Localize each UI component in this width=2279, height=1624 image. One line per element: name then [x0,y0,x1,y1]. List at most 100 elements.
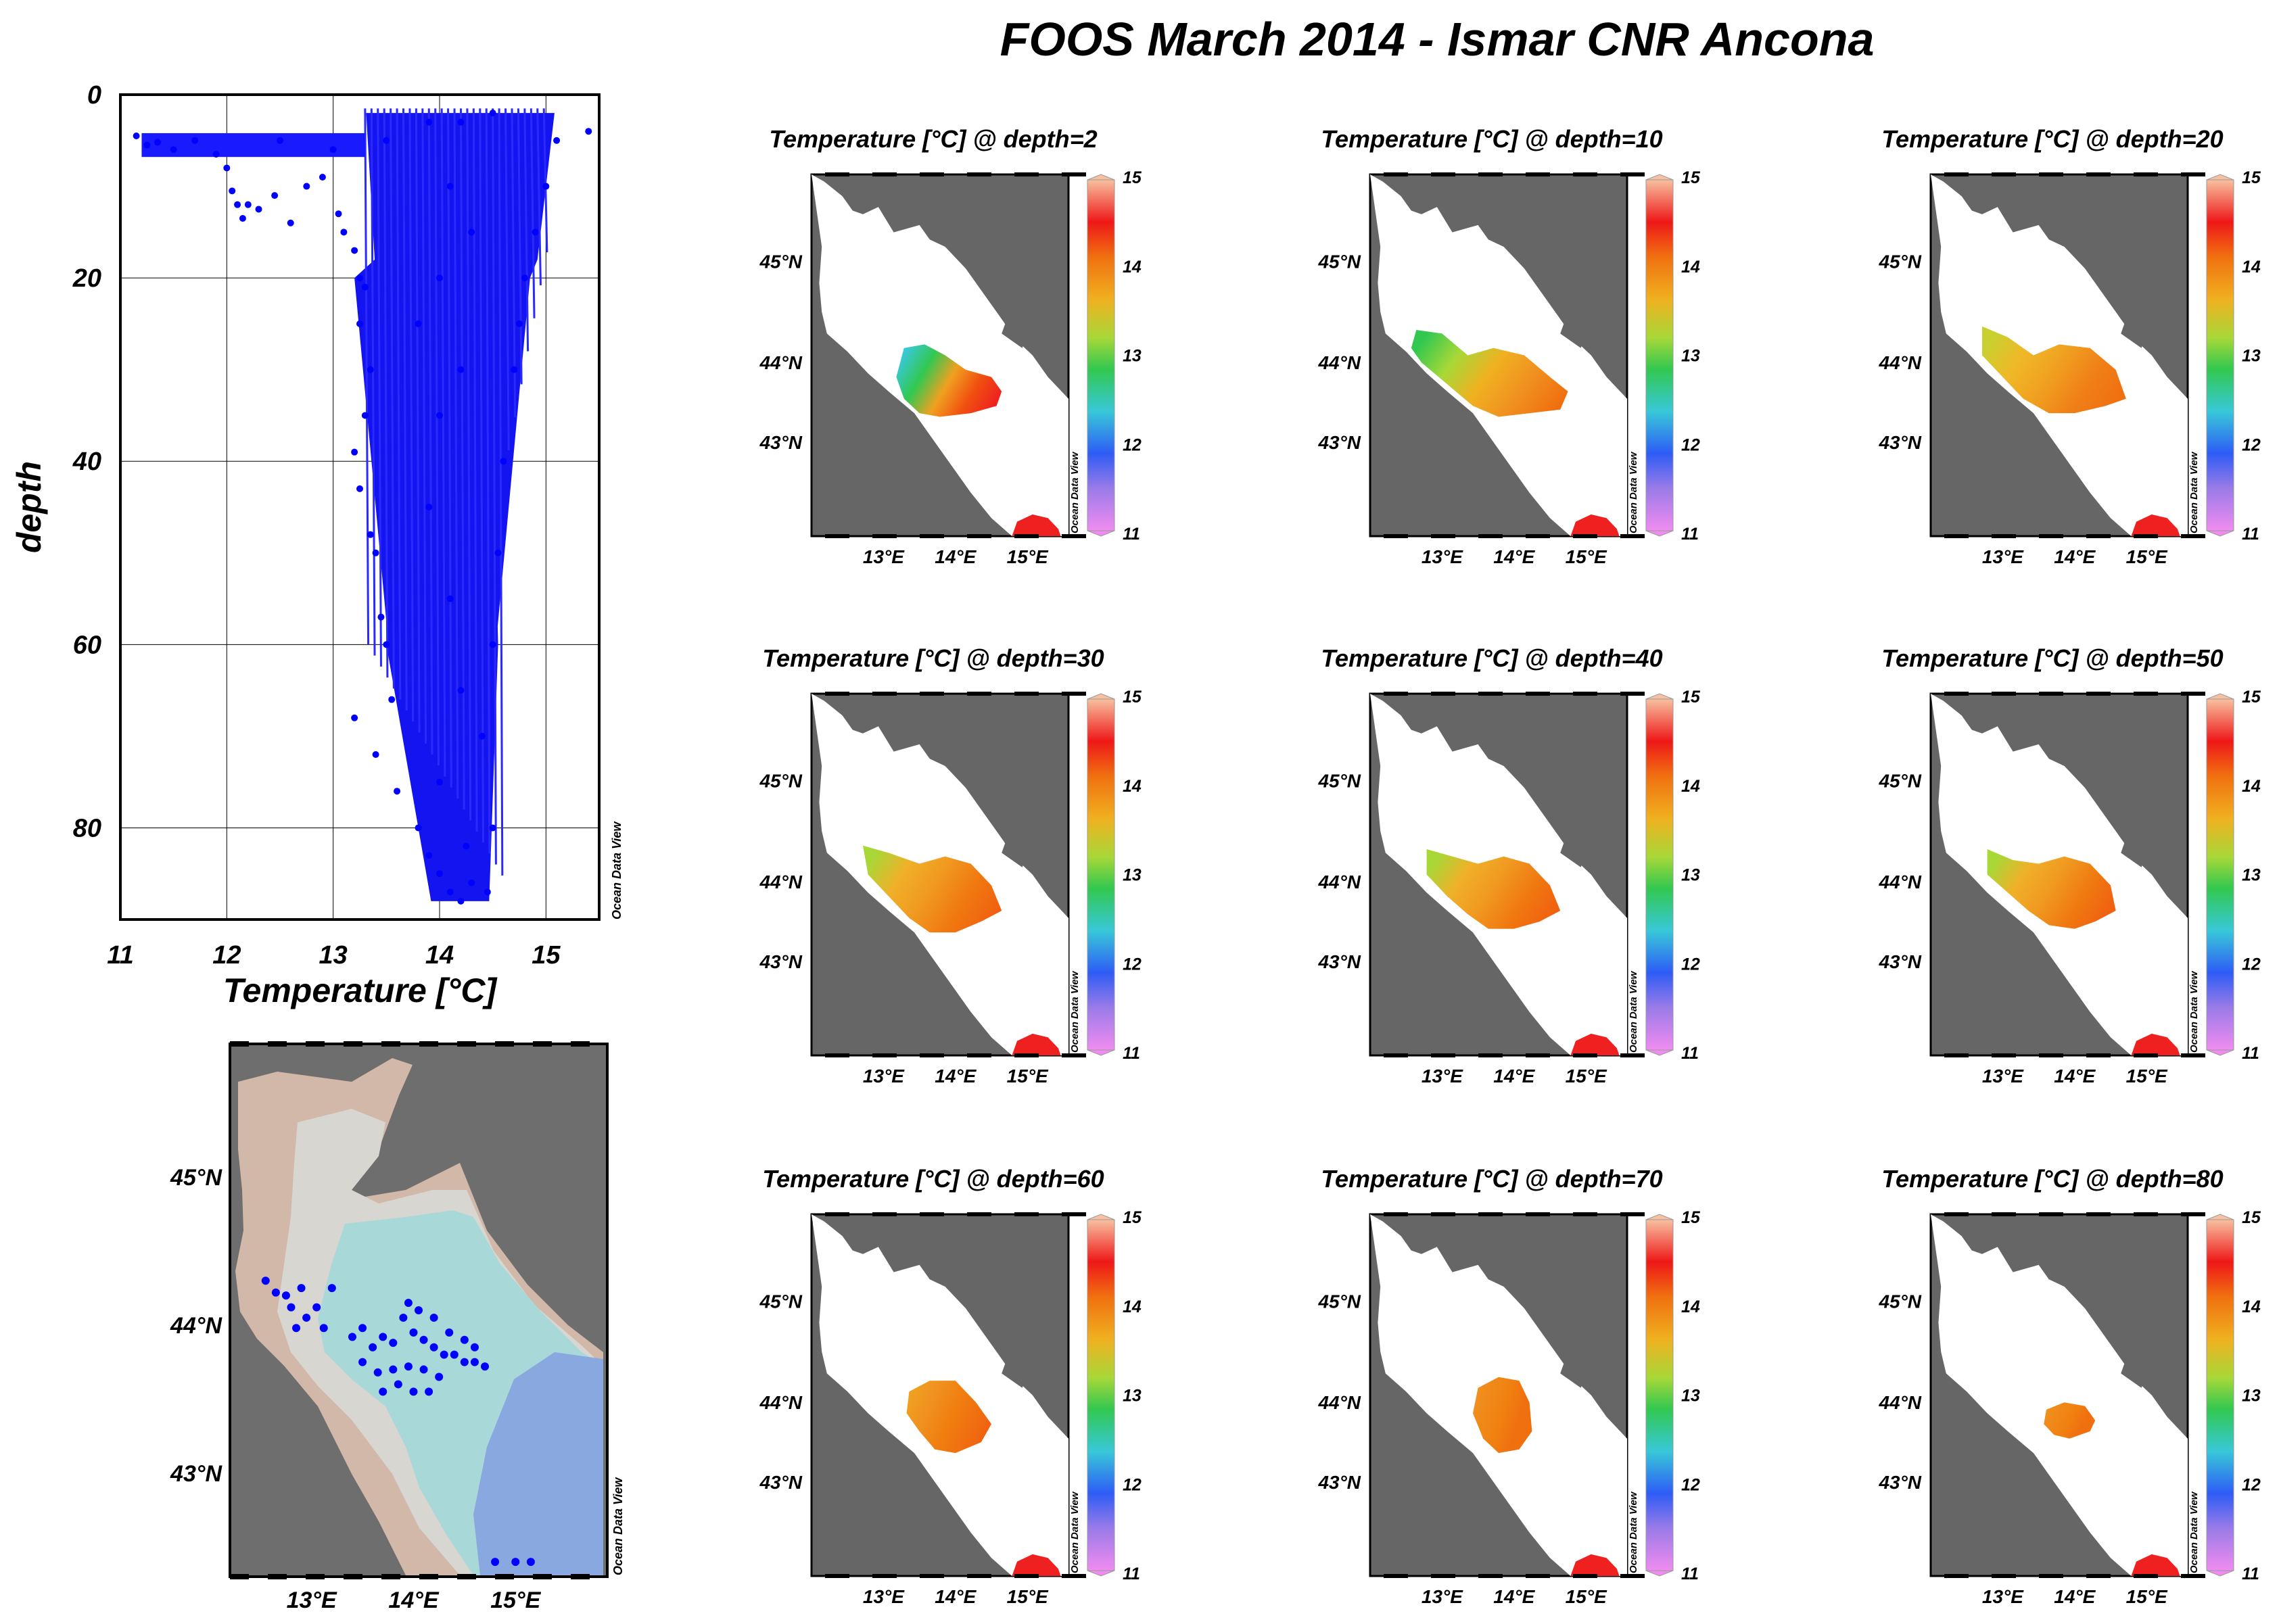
colorbar-tick-label: 12 [1681,955,1700,974]
profile-cast-line [492,108,497,865]
station-frame-tick [533,1041,552,1047]
profile-cast-line [383,108,389,678]
depth-panel-lat-label: 44°N [1878,1392,1921,1413]
depth-panel-lat-label: 43°N [759,1472,802,1493]
profile-data-point [494,549,502,556]
profile-cast-line [390,108,395,689]
colorbar-tick-label: 13 [1681,347,1700,366]
station-point [404,1299,413,1308]
figure-title: FOOS March 2014 - Ismar CNR Ancona [1000,13,1875,66]
profile-y-label: depth [10,461,48,553]
depth-panel-title: Temperature [°C] @ depth=30 [762,644,1104,672]
colorbar-tick-label: 14 [2242,258,2261,277]
station-frame-tick [230,1041,249,1047]
temperature-field-south [2131,1554,2180,1576]
map-frame-tick [1014,172,1039,176]
profile-data-point [585,128,592,135]
map-frame-tick [1431,1053,1455,1057]
map-frame-tick [1992,1212,2016,1216]
depth-panel-island [1550,1322,1571,1359]
station-point [450,1350,459,1359]
depth-panel-lon-label: 14°E [1493,546,1535,567]
colorbar [1645,1219,1674,1571]
profile-cast-line [402,108,408,711]
map-frame-tick [1526,534,1550,538]
map-frame-tick [967,1574,991,1578]
profile-data-point [133,133,140,139]
map-frame-tick [2086,172,2111,176]
profile-data-point [457,366,465,373]
depth-panel-island [2136,823,2152,846]
map-frame-tick [2134,1212,2158,1216]
station-point [369,1343,377,1352]
profile-data-point [500,458,507,465]
profile-cast-line [542,108,548,253]
colorbar-bottom-cap [2206,1049,2234,1056]
map-frame-tick [872,692,897,696]
depth-panel-watermark: Ocean Data View [1628,1491,1639,1573]
profile-y-ticks: 0 20 40 60 80 [72,81,101,842]
colorbar-tick-label: 15 [1123,168,1142,187]
station-point [302,1313,311,1322]
profile-data-point [223,164,231,172]
colorbar-top-cap [1087,1214,1115,1220]
map-frame-tick [1620,1053,1645,1057]
depth-panel-lat-label: 44°N [759,871,802,892]
profile-cast-line [408,108,415,722]
profile-data-point [436,412,443,419]
profile-cast-line [504,108,510,450]
map-frame-tick [1573,1574,1597,1578]
temperature-field [906,1381,991,1454]
map-frame-tick [2181,534,2205,538]
map-frame-tick [1573,692,1597,696]
map-frame-tick [1573,1053,1597,1057]
depth-panel-lat-label: 45°N [1878,1291,1921,1312]
depth-panel-island [1524,766,1535,784]
depth-panel-island [991,802,1012,838]
depth-panel-island [966,247,977,265]
colorbar-tick-label: 12 [2242,1475,2261,1494]
profile-x-tick-label: 15 [532,941,561,970]
station-point [358,1324,367,1333]
map-frame-tick [1431,1212,1455,1216]
map-frame-tick [1384,1212,1408,1216]
map-frame-tick [825,692,849,696]
colorbar-tick-label: 12 [1123,955,1142,974]
profile-data-point [356,274,363,282]
profile-point-cloud [141,108,555,901]
temperature-field [1473,1377,1532,1454]
depth-panel-lat-label: 45°N [759,251,802,272]
depth-panel-70: Temperature [°C] @ depth=70 43°N 44°N 45°N 1… [1317,1165,1700,1607]
profile-data-point [154,139,162,146]
station-point [271,1288,280,1297]
profile-data-point [425,118,433,126]
map-frame-tick [1944,692,1969,696]
station-frame-tick [344,1574,362,1579]
station-frame-tick [306,1041,325,1047]
map-frame-tick [920,1212,944,1216]
depth-panel-30: Temperature [°C] @ depth=30 43°N 44°N 45°N 1… [759,644,1142,1086]
map-frame-tick [872,1212,897,1216]
map-frame-tick [1062,692,1086,696]
map-frame-tick [1384,1574,1408,1578]
colorbar-top-cap [1087,693,1115,700]
depth-panel-watermark: Ocean Data View [1069,451,1081,533]
depth-panel-title: Temperature [°C] @ depth=60 [762,1165,1104,1193]
profile-cast-line [434,108,440,766]
map-frame-tick [1431,172,1455,176]
depth-panel-lon-label: 15°E [1566,546,1607,567]
profile-cast-line [453,108,459,799]
station-point [281,1291,290,1300]
colorbar-tick-label: 15 [2242,168,2261,187]
profile-cast-line [536,108,542,285]
colorbar-top-cap [2206,1214,2234,1220]
profile-data-point [388,696,396,703]
colorbar-top-cap [1645,693,1674,700]
colorbar-bottom-cap [1645,530,1674,537]
depth-panel-lat-label: 43°N [1317,951,1361,972]
map-frame-tick [920,1574,944,1578]
temperature-field [2044,1402,2096,1439]
colorbar-tick-label: 14 [2242,777,2261,796]
colorbar [2206,698,2234,1051]
